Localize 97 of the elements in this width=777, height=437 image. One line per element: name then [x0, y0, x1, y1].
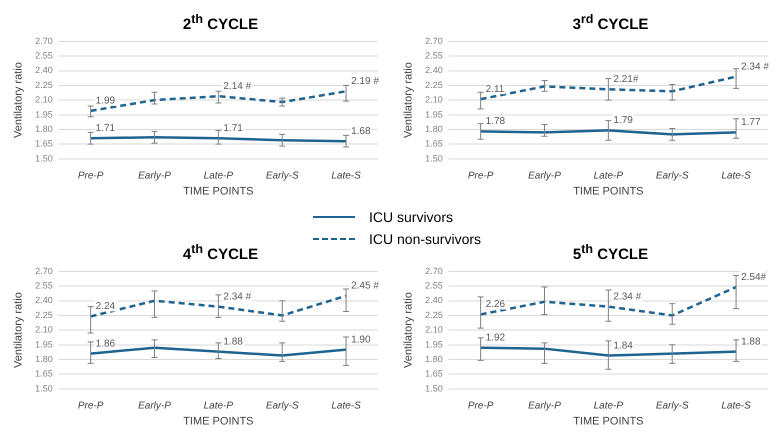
- y-axis-title: Ventilatory ratio: [402, 62, 415, 138]
- x-axis-title: TIME POINTS: [573, 415, 644, 428]
- data-label: 1.79: [613, 115, 634, 126]
- y-tick-label: 2.10: [425, 94, 443, 105]
- line-series: [89, 294, 348, 318]
- x-tick-label: Early-S: [656, 170, 689, 182]
- y-tick-label: 1.50: [425, 383, 443, 394]
- line-series: [479, 286, 738, 317]
- x-tick-label: Early-P: [528, 170, 562, 182]
- y-tick-label: 2.10: [425, 324, 443, 335]
- y-tick-label: 2.55: [425, 280, 443, 291]
- x-axis-title: TIME POINTS: [183, 415, 254, 428]
- x-tick-label: Early-S: [266, 400, 299, 412]
- x-tick-label: Early-S: [656, 400, 689, 412]
- y-tick-label: 2.40: [425, 65, 443, 76]
- data-label: 1.68: [351, 126, 371, 137]
- y-tick-label: 1.65: [425, 138, 443, 149]
- y-tick-label: 2.25: [35, 80, 53, 90]
- y-tick-label: 2.25: [425, 80, 443, 90]
- x-tick-label: Early-S: [266, 170, 299, 182]
- data-label: 2.11: [486, 84, 505, 95]
- y-tick-label: 1.95: [35, 109, 53, 120]
- y-tick-label: 2.25: [35, 310, 53, 320]
- legend-label: ICU non-survivors: [369, 231, 482, 247]
- x-tick-label: Late-P: [204, 170, 234, 182]
- y-axis-title: Ventilatory ratio: [12, 62, 25, 138]
- chart-title: 5$^{th}$ CYCLE: [572, 242, 648, 263]
- x-tick-label: Late-S: [721, 400, 752, 412]
- data-label: 2.19 #: [351, 76, 380, 88]
- y-tick-label: 1.95: [425, 109, 443, 120]
- x-tick-label: Early-P: [138, 170, 172, 182]
- chart-title: 4$^{th}$ CYCLE: [182, 242, 258, 263]
- data-label: 2.34 #: [613, 291, 642, 302]
- y-tick-label: 1.80: [425, 124, 443, 134]
- y-tick-label: 2.10: [35, 94, 53, 105]
- data-label: 2.24: [96, 301, 116, 312]
- y-axis-title: Ventilatory ratio: [12, 292, 25, 368]
- y-tick-label: 2.55: [35, 50, 53, 61]
- y-tick-label: 2.70: [425, 266, 443, 276]
- y-tick-label: 1.65: [425, 368, 443, 379]
- y-tick-label: 1.50: [425, 153, 443, 164]
- data-label: 1.90: [351, 334, 371, 346]
- y-tick-label: 2.70: [425, 36, 443, 46]
- data-label: 2.45 #: [351, 280, 380, 292]
- chart-title: 2$^{th}$ CYCLE: [182, 11, 260, 33]
- y-tick-label: 1.95: [425, 339, 443, 350]
- x-tick-label: Early-P: [138, 400, 172, 412]
- y-tick-label: 1.80: [35, 354, 53, 364]
- y-tick-label: 2.55: [35, 280, 53, 291]
- y-tick-label: 1.80: [425, 354, 443, 364]
- legend-label: ICU survivors: [369, 209, 454, 225]
- data-label: 1.71: [96, 123, 116, 134]
- data-label: 1.71: [223, 123, 244, 134]
- x-tick-label: Pre-P: [468, 400, 494, 412]
- x-tick-label: Pre-P: [78, 400, 104, 412]
- data-label: 2.54#: [741, 272, 767, 283]
- y-tick-label: 2.70: [35, 36, 53, 46]
- y-tick-label: 2.10: [35, 324, 53, 335]
- y-tick-label: 2.40: [425, 295, 443, 306]
- y-tick-label: 1.65: [35, 368, 53, 379]
- data-label: 2.26: [486, 299, 506, 310]
- data-label: 1.88: [741, 336, 761, 348]
- y-tick-label: 2.40: [35, 295, 53, 306]
- y-tick-label: 1.65: [35, 138, 53, 149]
- x-tick-label: Late-P: [594, 170, 624, 182]
- data-label: 1.92: [486, 332, 506, 344]
- data-label: 1.77: [741, 117, 761, 128]
- x-tick-label: Pre-P: [78, 170, 104, 182]
- y-tick-label: 1.50: [35, 153, 53, 164]
- line-series: [89, 90, 348, 112]
- x-tick-label: Late-S: [721, 170, 752, 182]
- y-tick-label: 1.80: [35, 124, 53, 134]
- data-label: 2.14 #: [223, 80, 252, 92]
- data-label: 1.78: [486, 116, 506, 128]
- y-tick-label: 2.55: [425, 50, 443, 61]
- data-label: 2.34 #: [223, 291, 252, 302]
- y-tick-label: 2.70: [35, 266, 53, 276]
- data-label: 2.21#: [613, 74, 639, 86]
- chart-title: 3$^{rd}$ CYCLE: [572, 11, 650, 33]
- data-label: 1.88: [223, 336, 244, 348]
- y-axis-title: Ventilatory ratio: [402, 292, 415, 368]
- x-tick-label: Late-S: [331, 400, 362, 412]
- x-axis-title: TIME POINTS: [573, 185, 644, 198]
- y-tick-label: 1.95: [35, 339, 53, 350]
- x-tick-label: Late-P: [204, 400, 234, 412]
- data-label: 1.84: [613, 340, 634, 352]
- x-tick-label: Late-S: [331, 170, 362, 182]
- x-tick-label: Late-P: [594, 400, 624, 412]
- x-tick-label: Pre-P: [468, 170, 494, 182]
- data-label: 1.99: [96, 96, 116, 107]
- data-label: 1.86: [96, 338, 116, 350]
- y-tick-label: 2.25: [425, 310, 443, 320]
- data-label: 2.34 #: [741, 61, 770, 72]
- y-tick-label: 1.50: [35, 383, 53, 394]
- x-axis-title: TIME POINTS: [183, 185, 254, 198]
- y-tick-label: 2.40: [35, 65, 53, 76]
- x-tick-label: Early-P: [528, 400, 562, 412]
